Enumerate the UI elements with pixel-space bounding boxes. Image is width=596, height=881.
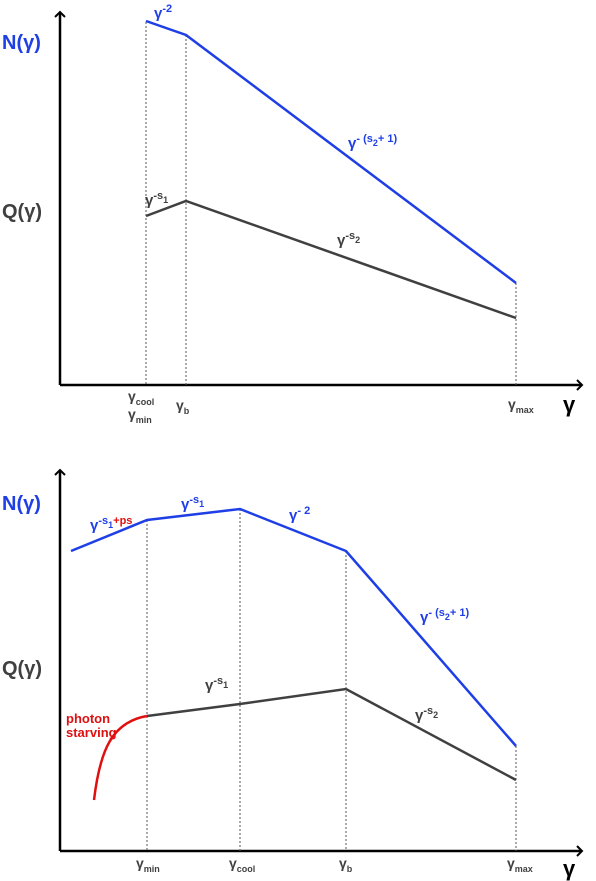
bottom-tick-gamma-max: γmax [507, 855, 533, 874]
photon-starving-curve [92, 714, 148, 801]
photon-starving-label-line2: starving [66, 725, 117, 740]
top-q-label: Q(γ) [2, 201, 42, 223]
top-n-label: N(γ) [2, 32, 41, 54]
top-n-slope-2: γ- (s2+ 1) [348, 133, 397, 152]
bottom-n-slope-1: γ-s1 [181, 494, 204, 513]
top-tick-gamma-cool: γcool [128, 388, 154, 407]
top-tick-gamma-b: γb [176, 397, 190, 416]
photon-starving-label-line1: photon [66, 711, 110, 726]
top-q-slope-2: γ-s2 [337, 230, 360, 249]
bottom-x-axis-symbol: γ [563, 856, 576, 881]
top-n-curve [145, 19, 517, 284]
bottom-n-slope-2: γ- 2 [289, 505, 310, 524]
bottom-n-slope-3: γ- (s2+ 1) [420, 607, 469, 626]
bottom-tick-gamma-b: γb [339, 855, 353, 874]
bottom-q-label: Q(γ) [2, 658, 42, 680]
bottom-tick-gamma-min: γmin [136, 855, 160, 874]
bottom-q-curve [146, 687, 517, 782]
bottom-q-slope-1: γ-s1 [205, 675, 228, 694]
top-tick-gamma-min: γmin [128, 406, 152, 425]
bottom-q-slope-2: γ-s2 [415, 705, 438, 724]
top-n-slope-1: γ-2 [154, 3, 172, 22]
top-q-slope-1: γ-s1 [145, 190, 168, 209]
bottom-n-slope-0: γ-s1+ps [90, 515, 132, 534]
bottom-panel: N(γ) Q(γ) γ γ-s1+ps γ-s1 γ- 2 γ- (s2+ 1)… [2, 468, 584, 881]
bottom-n-curve [70, 507, 517, 747]
top-tick-gamma-max: γmax [508, 396, 534, 415]
top-x-axis-symbol: γ [563, 392, 576, 417]
top-panel: N(γ) Q(γ) γ γ-2 γ- (s2+ 1) γ-s1 γ-s2 γco… [2, 3, 584, 425]
bottom-tick-gamma-cool: γcool [229, 855, 255, 874]
bottom-n-label: N(γ) [2, 493, 41, 515]
top-q-curve [145, 199, 517, 320]
